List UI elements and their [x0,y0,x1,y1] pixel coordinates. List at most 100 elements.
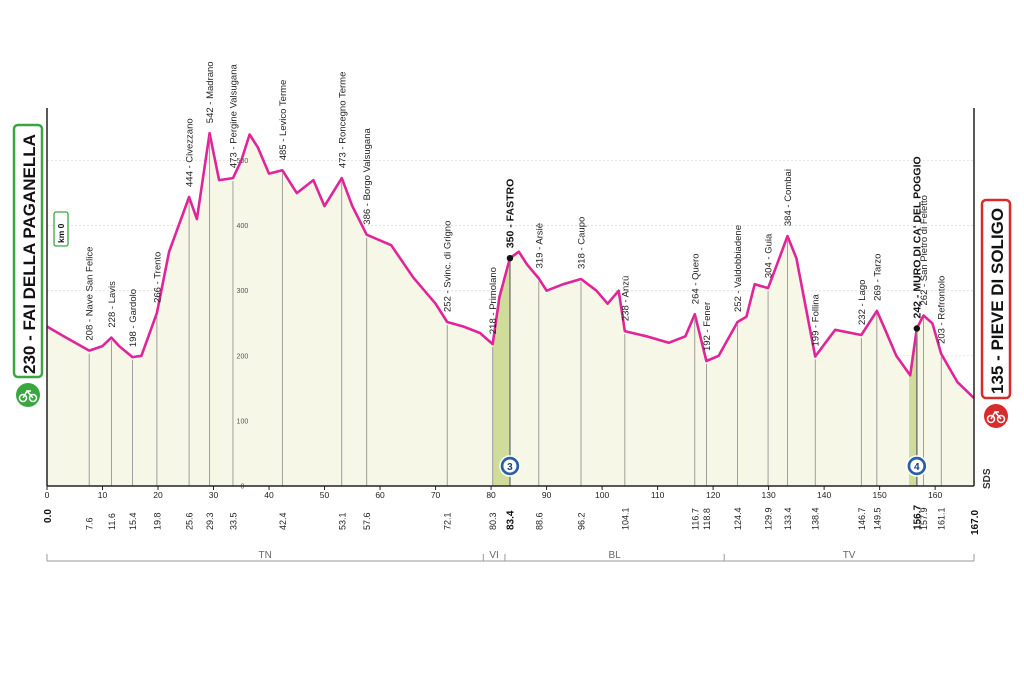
y-axis-labels: 0 100 200 300 400 500 [237,158,249,490]
sds-label: SDS [982,468,993,489]
km-zero-badge [53,211,69,247]
location-km-value: 15.4 [128,512,138,530]
location-km-value: 80.3 [488,512,498,530]
x-tick-label: 30 [209,490,219,500]
x-tick-label: 100 [595,490,609,500]
location-label: 228 - Lavis [107,281,118,328]
x-tick-label: 10 [98,490,108,500]
finish-banner: 135 - PIEVE DI SOLIGO SDS [973,108,1012,489]
location-km-value: 124.4 [733,507,743,530]
summit-dot [506,254,514,262]
climb-category-badge-inner [503,459,517,473]
location-km-value: 11.6 [107,513,117,530]
region-bar: TN VI BL TV [46,550,975,562]
location-label: 262 - San Pietro di Feletto [919,195,930,305]
location-label: 444 - Civezzano [185,118,196,187]
region-label: VI [489,550,498,561]
x-tick-label: 150 [873,490,887,500]
location-label: 319 - Arsiè [534,223,545,268]
location-label: 318 - Caupo [577,217,588,269]
x-tick-label: 90 [542,490,552,500]
region-label: TN [258,550,271,561]
location-label: 238 - Anzù [620,276,631,321]
location-km-value: 72.1 [443,512,453,530]
climb-category-number: 4 [914,462,920,473]
km-values: 7.6 11.6 15.4 19.8 25.6 29.3 33.5 42.4 53.1 57.6 7… [85,505,947,530]
location-km-value: 146.7 [857,507,867,530]
climb-category-number: 3 [507,462,513,473]
km-start-label: 0.0 [43,509,54,523]
location-km-value: 156.7 [912,505,923,530]
location-label: 192 - Fener [702,302,713,351]
location-km-value: 157.9 [919,507,929,530]
location-km-value: 29.3 [205,512,215,530]
location-km-value: 149.5 [872,507,882,530]
location-km-value: 19.8 [152,512,162,530]
summit-dot [913,325,921,332]
location-label: 473 - Roncegno Terme [337,72,348,168]
location-km-value: 116.7 [690,508,700,530]
region-label: TV [843,550,856,561]
location-label: 542 - Madrano [205,61,216,123]
location-label: 269 - Tarzo [872,254,883,301]
location-label: 232 - Lago [857,280,868,325]
location-km-value: 133.4 [783,507,793,530]
y-tick-label: 0 [240,484,244,491]
climb-segment-fill [909,328,917,486]
location-label: 264 - Quero [690,253,701,304]
x-tick-label: 110 [651,490,665,500]
x-tick-label: 160 [928,490,942,500]
x-tick-label: 120 [706,490,720,500]
climb-category-badge-inner [910,459,924,473]
location-label: 252 - Valdobbiadene [733,225,744,312]
y-tick-label: 400 [237,223,249,230]
location-km-value: 104.1 [620,507,630,530]
x-tick-label: 140 [817,490,831,500]
location-label: 384 - Combai [783,169,794,226]
x-axis: 0 10 20 30 40 50 60 70 80 90 100 110 120 130 140 150 160 [45,485,974,500]
location-km-value: 129.9 [764,507,774,530]
location-km-value: 161.1 [937,507,947,530]
x-tick-label: 80 [486,490,496,500]
finish-label: 135 - PIEVE DI SOLIGO [988,208,1007,394]
location-km-value: 57.6 [362,512,372,530]
profile-polyline [46,131,975,400]
start-bike-icon [16,383,40,407]
location-label: 252 - Svinc. di Grigno [443,221,454,312]
location-km-value: 53.1 [337,512,347,530]
location-label: 350 - FASTRO [504,179,516,248]
location-km-value: 7.6 [85,517,95,530]
start-banner: 230 - FAI DELLA PAGANELLA km 0 [12,108,69,486]
x-tick-label: 130 [762,490,776,500]
location-km-value: 42.4 [278,512,288,530]
location-label: 304 - Guia [764,233,775,278]
x-tick-label: 60 [375,490,385,500]
location-km-value: 88.6 [534,512,544,530]
location-label: 266 - Trento [152,252,163,303]
region-label: BL [608,550,621,561]
location-km-value: 96.2 [577,512,587,530]
location-labels: 208 - Nave San Felice 228 - Lavis 198 - Ga… [85,61,948,351]
y-tick-label: 200 [237,353,249,360]
km-end-label: 167.0 [970,510,981,535]
start-label-frame [12,123,44,379]
location-label: 386 - Borgo Valsugana [362,128,373,225]
finish-bike-icon [984,404,1008,428]
location-label: 208 - Nave San Felice [85,247,96,341]
km-zero-badge-text: km 0 [56,223,66,243]
location-km-value: 33.5 [229,512,239,530]
location-label: 242 - MURO DI CA' DEL POGGIO [911,156,923,318]
location-km-value: 83.4 [505,510,516,530]
location-label: 203 - Refrontolo [937,276,948,344]
location-km-value: 118.8 [702,508,712,530]
finish-label-frame [980,198,1012,400]
x-tick-label: 70 [431,490,441,500]
location-km-value: 138.4 [811,507,821,530]
location-label: 199 - Follina [811,294,822,347]
profile-line [46,131,975,400]
location-leaders [88,136,942,486]
x-tick-label: 20 [153,490,163,500]
x-tick-label: 0 [45,490,50,500]
